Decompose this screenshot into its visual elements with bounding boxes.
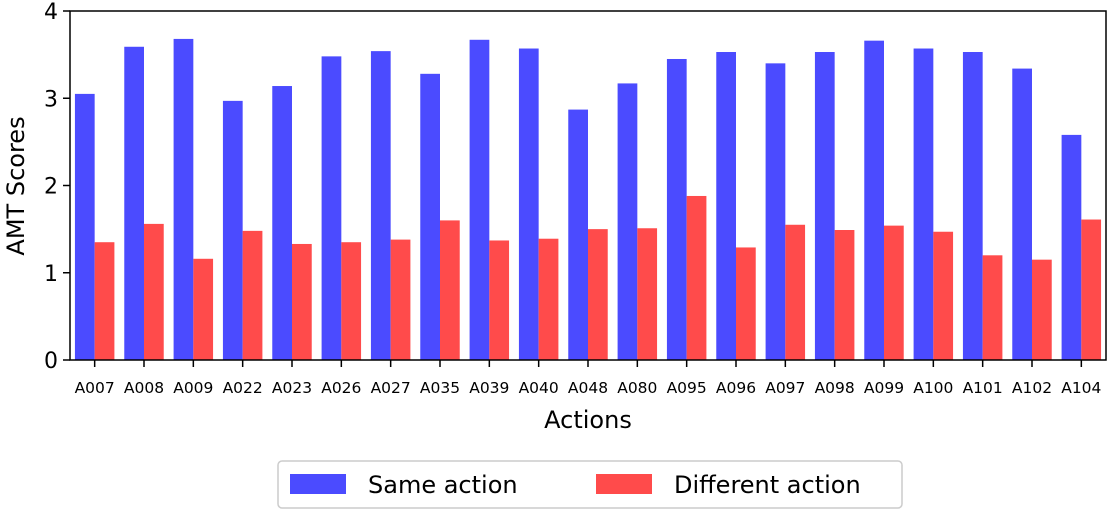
bar-same-action-a097: [765, 63, 786, 360]
legend: Same action Different action: [277, 460, 903, 509]
bar-different-action-a096: [736, 247, 756, 360]
bar-different-action-a008: [144, 223, 164, 360]
x-tick-label-a007: A007: [75, 379, 115, 397]
bar-different-action-a035: [440, 220, 460, 360]
bar-same-action-a048: [568, 109, 588, 360]
legend-swatch-different-action: [596, 474, 652, 494]
bar-different-action-a104: [1081, 219, 1102, 360]
bar-same-action-a095: [666, 58, 687, 361]
bar-same-action-a040: [518, 48, 539, 361]
x-axis: A007 A008 A009 A022 A023 A026 A027 A035 A039 A040…: [75, 360, 1101, 397]
bar-different-action-a080: [637, 228, 658, 360]
x-tick-label-a023: A023: [272, 379, 312, 397]
y-tick-label-1: 1: [44, 262, 58, 287]
x-tick-label-a040: A040: [519, 379, 559, 397]
x-tick-label-a022: A022: [223, 379, 263, 397]
x-tick-label-a080: A080: [617, 379, 657, 397]
x-tick-label-a104: A104: [1061, 379, 1101, 397]
y-axis-label: AMT Scores: [2, 116, 30, 255]
bar-same-action-a008: [124, 46, 144, 361]
x-tick-label-a097: A097: [765, 379, 805, 397]
x-tick-label-a100: A100: [913, 379, 953, 397]
bar-different-action-a027: [390, 239, 411, 360]
bar-different-action-a100: [933, 231, 954, 360]
bar-different-action-a098: [834, 230, 855, 360]
bar-same-action-a022: [222, 100, 243, 361]
legend-swatch-same-action: [290, 474, 346, 494]
x-tick-label-a099: A099: [864, 379, 904, 397]
x-tick-label-a098: A098: [815, 379, 855, 397]
y-tick-label-3: 3: [44, 87, 58, 112]
x-tick-label-a096: A096: [716, 379, 756, 397]
bar-different-action-a099: [884, 225, 904, 360]
y-tick-label-4: 4: [44, 0, 58, 25]
bar-different-action-a009: [193, 258, 214, 360]
bar-same-action-a039: [469, 39, 490, 360]
bar-same-action-a026: [321, 56, 342, 361]
bar-same-action-a096: [716, 52, 736, 360]
bar-different-action-a048: [588, 229, 608, 361]
bar-same-action-a100: [913, 48, 934, 361]
bar-different-action-a101: [982, 255, 1003, 360]
y-axis: 0 1 2 3 4: [44, 0, 70, 374]
x-axis-label: Actions: [544, 406, 632, 434]
bar-same-action-a080: [617, 83, 638, 361]
bar-different-action-a040: [538, 238, 559, 360]
bar-different-action-a095: [686, 195, 707, 360]
x-tick-label-a039: A039: [469, 379, 509, 397]
x-tick-label-a048: A048: [568, 379, 608, 397]
bar-different-action-a102: [1032, 259, 1052, 360]
bar-same-action-a035: [420, 73, 440, 360]
bar-same-action-a104: [1061, 134, 1082, 360]
bar-same-action-a009: [173, 38, 194, 361]
bar-same-action-a023: [272, 86, 292, 360]
y-tick-label-0: 0: [44, 349, 58, 374]
bar-different-action-a039: [489, 240, 510, 360]
bar-different-action-a097: [785, 224, 806, 360]
bar-same-action-a098: [814, 52, 835, 360]
bar-same-action-a027: [370, 51, 391, 360]
x-tick-label-a102: A102: [1012, 379, 1052, 397]
x-tick-label-a101: A101: [963, 379, 1003, 397]
bar-different-action-a026: [341, 242, 362, 360]
y-tick-label-2: 2: [44, 175, 58, 200]
bar-same-action-a102: [1012, 68, 1032, 360]
legend-frame: [277, 460, 903, 509]
bar-different-action-a022: [242, 230, 263, 360]
bar-same-action-a101: [962, 52, 983, 360]
bar-same-action-a007: [74, 93, 95, 360]
bar-different-action-a023: [292, 243, 312, 360]
x-tick-label-a027: A027: [371, 379, 411, 397]
bar-same-action-a099: [864, 40, 884, 360]
legend-label-different-action: Different action: [674, 471, 861, 499]
x-tick-label-a026: A026: [321, 379, 361, 397]
legend-label-same-action: Same action: [368, 471, 518, 499]
x-tick-label-a095: A095: [667, 379, 707, 397]
bars-group: [74, 38, 1102, 361]
x-tick-label-a009: A009: [173, 379, 213, 397]
x-tick-label-a035: A035: [420, 379, 460, 397]
bar-different-action-a007: [94, 242, 115, 360]
x-tick-label-a008: A008: [124, 379, 164, 397]
